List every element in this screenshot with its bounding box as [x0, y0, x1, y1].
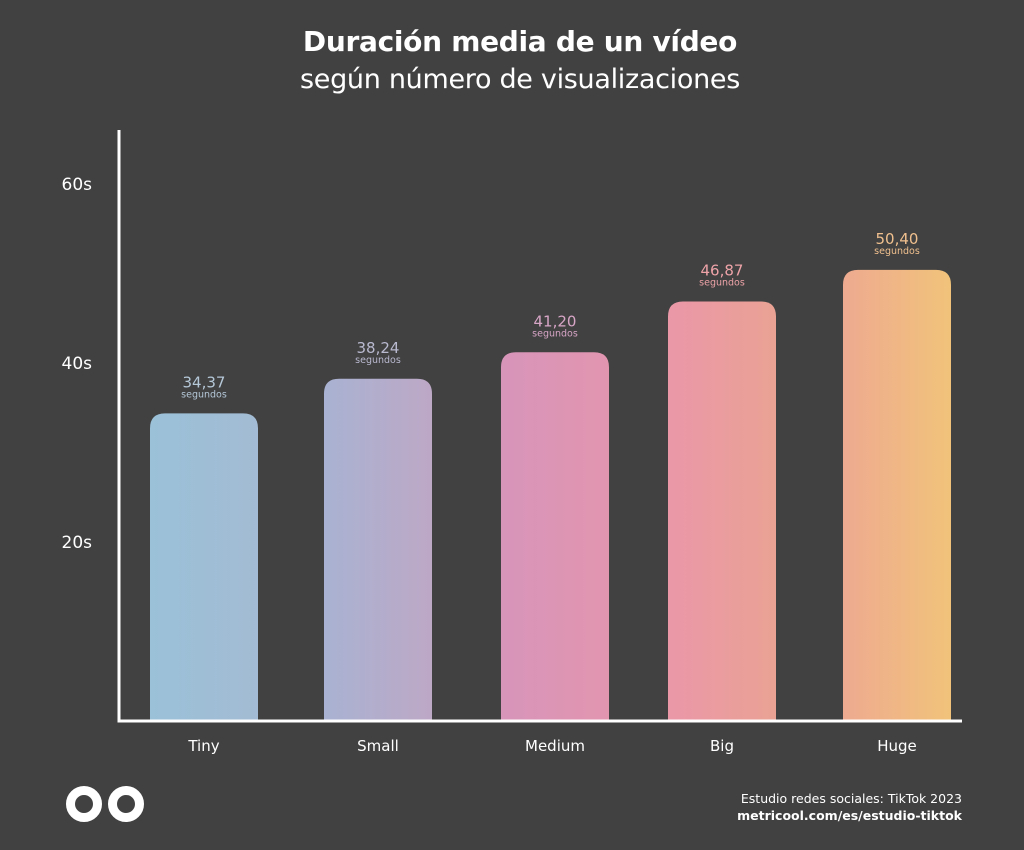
chart-title-block: Duración media de un vídeo según número …: [0, 22, 1024, 98]
x-tick-label: Big: [710, 737, 734, 755]
bar-unit-label: segundos: [874, 246, 920, 257]
bar-big: [668, 301, 776, 721]
y-tick-label: 20s: [62, 533, 93, 553]
bar-small: [324, 378, 432, 721]
y-tick-label: 40s: [62, 354, 93, 374]
axes-layer: [117, 130, 962, 723]
bar-value-label: 41,20: [534, 312, 577, 330]
x-tick-label: Huge: [877, 737, 917, 755]
chart-subtitle: según número de visualizaciones: [300, 64, 740, 95]
bar-unit-label: segundos: [355, 355, 401, 366]
metricool-infinity-logo-icon: [66, 786, 144, 822]
bar-huge: [843, 269, 951, 721]
footer-credits: Estudio redes sociales: TikTok 2023 metr…: [737, 790, 962, 824]
footer-study-text: Estudio redes sociales: TikTok 2023: [740, 791, 962, 806]
bar-unit-label: segundos: [181, 389, 227, 400]
x-tick-label: Tiny: [187, 737, 219, 755]
bar-tiny: [150, 413, 258, 721]
bar-value-label: 46,87: [701, 262, 744, 280]
bar-unit-label: segundos: [699, 278, 745, 289]
x-tick-label: Medium: [525, 737, 585, 755]
bar-unit-label: segundos: [532, 328, 578, 339]
chart-title: Duración media de un vídeo: [302, 25, 738, 58]
y-tick-label: 60s: [62, 175, 93, 195]
bar-value-label: 38,24: [357, 339, 400, 357]
x-tick-label: Small: [357, 737, 399, 755]
bar-value-label: 34,37: [183, 373, 226, 391]
bar-medium: [501, 352, 609, 721]
bars-layer: [150, 269, 951, 721]
labels-layer: 20s40s60s34,37segundosTiny38,24segundosS…: [62, 175, 920, 755]
bar-value-label: 50,40: [876, 230, 919, 248]
footer-link[interactable]: metricool.com/es/estudio-tiktok: [737, 808, 962, 823]
